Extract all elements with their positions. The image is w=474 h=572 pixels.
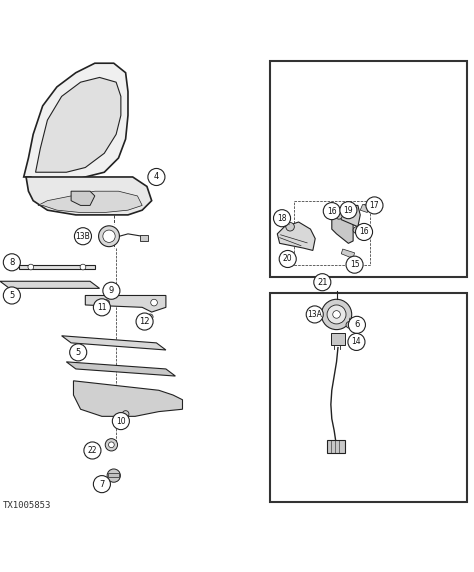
Circle shape	[70, 344, 87, 361]
Text: 7: 7	[99, 480, 105, 488]
Polygon shape	[360, 204, 367, 213]
Text: 21: 21	[317, 278, 328, 287]
Circle shape	[353, 227, 360, 233]
FancyBboxPatch shape	[270, 293, 467, 502]
Circle shape	[314, 273, 331, 291]
Text: 19: 19	[344, 206, 353, 214]
Polygon shape	[108, 473, 119, 478]
Text: 16: 16	[359, 228, 369, 236]
Circle shape	[28, 264, 34, 270]
Circle shape	[346, 256, 363, 273]
Text: 16: 16	[327, 206, 337, 216]
Bar	[331, 333, 345, 345]
Circle shape	[103, 282, 120, 299]
Circle shape	[3, 287, 20, 304]
Circle shape	[148, 168, 165, 185]
Circle shape	[273, 210, 291, 227]
Text: 20: 20	[283, 255, 292, 264]
Circle shape	[327, 305, 346, 324]
Circle shape	[348, 316, 365, 333]
Text: 11: 11	[97, 303, 107, 312]
Circle shape	[336, 213, 342, 219]
Polygon shape	[62, 336, 166, 350]
Circle shape	[107, 469, 120, 482]
Text: 5: 5	[75, 348, 81, 357]
Polygon shape	[38, 191, 142, 213]
Circle shape	[279, 251, 296, 268]
Polygon shape	[341, 249, 355, 259]
Circle shape	[74, 228, 91, 245]
Circle shape	[112, 412, 129, 430]
Circle shape	[3, 254, 20, 271]
FancyBboxPatch shape	[270, 61, 467, 276]
Text: 14: 14	[352, 337, 361, 347]
Circle shape	[122, 411, 129, 418]
Text: 6: 6	[354, 320, 360, 329]
Text: 18: 18	[277, 214, 287, 223]
Circle shape	[93, 299, 110, 316]
Polygon shape	[339, 205, 360, 227]
Polygon shape	[19, 265, 95, 269]
Polygon shape	[66, 362, 175, 376]
Text: 15: 15	[350, 260, 359, 269]
Circle shape	[103, 230, 115, 243]
Text: 10: 10	[116, 416, 126, 426]
Text: 17: 17	[370, 201, 379, 210]
Polygon shape	[332, 215, 353, 243]
Polygon shape	[73, 381, 182, 416]
Circle shape	[333, 311, 340, 318]
Polygon shape	[24, 63, 128, 182]
Polygon shape	[26, 177, 152, 215]
Circle shape	[80, 264, 86, 270]
Polygon shape	[277, 222, 315, 251]
Text: 12: 12	[139, 317, 150, 326]
Text: 9: 9	[109, 286, 114, 295]
Circle shape	[306, 306, 323, 323]
Circle shape	[346, 321, 353, 328]
Circle shape	[323, 202, 340, 220]
Text: 13A: 13A	[307, 310, 322, 319]
Bar	[327, 439, 345, 453]
Text: 8: 8	[9, 258, 15, 267]
Circle shape	[340, 201, 357, 219]
Circle shape	[109, 442, 114, 448]
Circle shape	[366, 197, 383, 214]
Text: TX1005853: TX1005853	[2, 500, 51, 510]
Circle shape	[84, 442, 101, 459]
Circle shape	[99, 226, 119, 247]
Circle shape	[286, 223, 294, 231]
Circle shape	[147, 314, 153, 320]
Circle shape	[105, 439, 118, 451]
Text: 22: 22	[88, 446, 97, 455]
Text: 13B: 13B	[75, 232, 91, 241]
Text: 4: 4	[154, 173, 159, 181]
Circle shape	[348, 333, 365, 351]
Circle shape	[321, 299, 352, 329]
Polygon shape	[36, 77, 121, 172]
Text: 5: 5	[9, 291, 15, 300]
Polygon shape	[85, 296, 166, 312]
Circle shape	[136, 313, 153, 330]
Circle shape	[151, 299, 157, 306]
Polygon shape	[71, 191, 95, 205]
Circle shape	[104, 300, 109, 305]
Polygon shape	[0, 281, 100, 288]
Bar	[140, 235, 148, 241]
Circle shape	[356, 224, 373, 240]
Circle shape	[93, 475, 110, 492]
